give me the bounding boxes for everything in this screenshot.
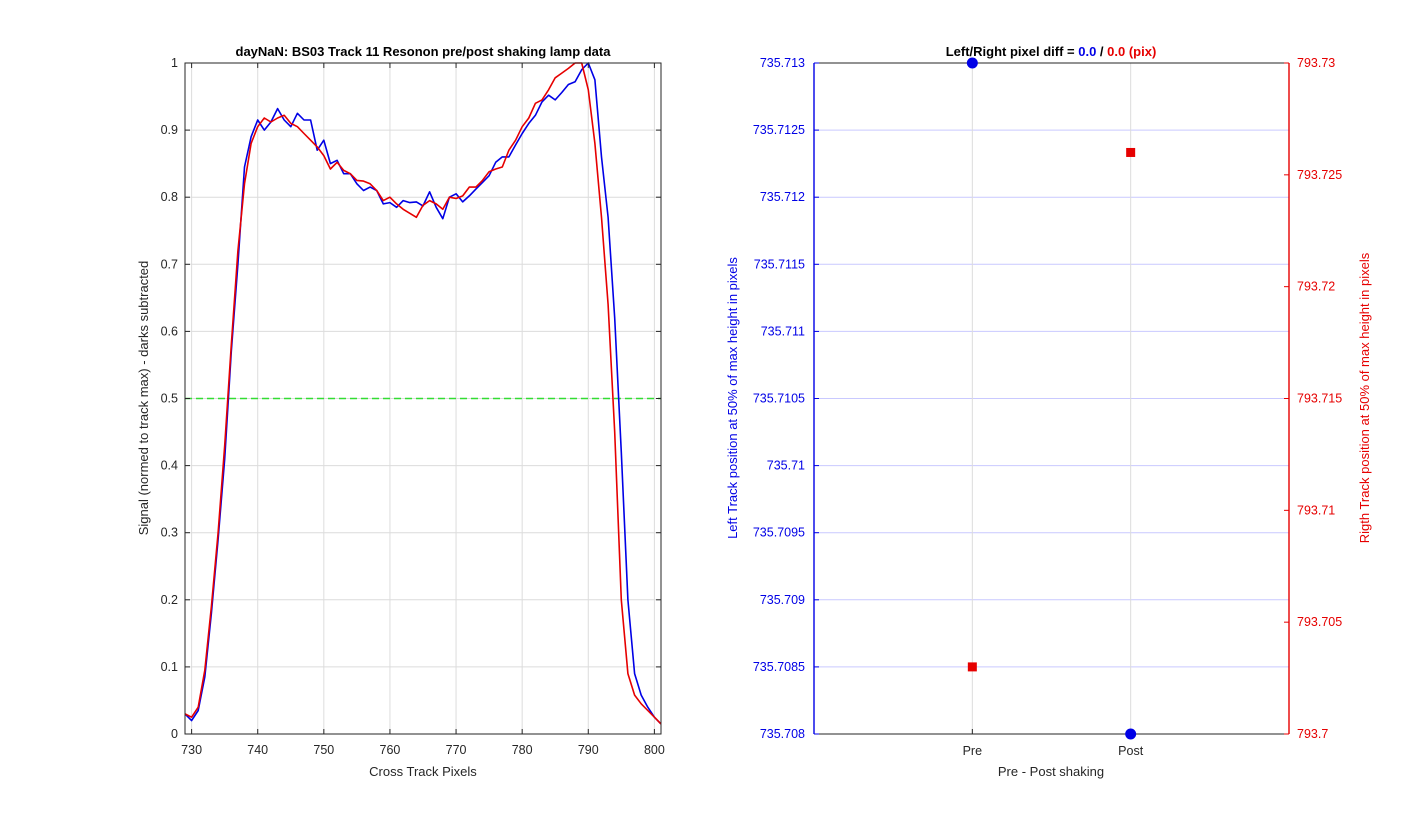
left-track-tick-label: 735.713 [760,56,805,70]
right-track-axis-label: Rigth Track position at 50% of max heigh… [1357,252,1372,543]
left-track-marker-pre [966,57,978,69]
right-track-tick-label: 793.73 [1297,56,1335,70]
title-separator: / [1096,44,1107,59]
left-y-tick-label: 0.7 [161,257,178,271]
right-chart-title: Left/Right pixel diff = 0.0 / 0.0 (pix) [946,44,1157,59]
left-y-tick-label: 0.9 [161,123,178,137]
left-y-tick-label: 0.4 [161,459,178,473]
left-y-tick-label: 0.8 [161,190,178,204]
title-prefix: Left/Right pixel diff = [946,44,1079,59]
left-track-tick-label: 735.709 [760,593,805,607]
right-track-marker-pre [967,662,977,672]
left-x-tick-label: 760 [380,743,401,757]
left-y-tick-label: 1 [171,56,178,70]
track-position-markers [966,57,1137,740]
category-tick-label: Post [1118,744,1144,758]
right-track-tick-label: 793.725 [1297,168,1342,182]
left-track-tick-label: 735.7115 [754,257,805,271]
left-track-tick-label: 735.71 [767,459,805,473]
left-y-tick-label: 0.6 [161,324,178,338]
left-track-marker-post [1125,728,1137,740]
right-track-tick-label: 793.7 [1297,727,1328,741]
left-x-tick-label: 750 [313,743,334,757]
left-track-tick-labels: 735.713 735.7125 735.712 735.7115 735.711 735… [753,56,805,741]
left-x-tick-labels: 730 740 750 760 770 780 790 800 [181,743,665,757]
left-x-tick-label: 790 [578,743,599,757]
left-y-tick-label: 0.3 [161,526,178,540]
right-track-tick-label: 793.705 [1297,615,1342,629]
right-tick-marks [814,62,1289,735]
right-chart: 735.713 735.7125 735.712 735.7115 735.711 735… [725,44,1372,779]
left-track-tick-label: 735.708 [760,727,805,741]
left-y-tick-label: 0 [171,727,178,741]
left-x-tick-label: 740 [247,743,268,757]
left-y-tick-labels: 0 0.1 0.2 0.3 0.4 0.5 0.6 0.7 0.8 0.9 1 [161,56,178,741]
left-chart: 730 740 750 760 770 780 790 800 0 0.1 0.2 0.3 0.4 0.… [136,44,665,779]
right-track-tick-label: 793.71 [1297,503,1335,517]
right-track-tick-label: 793.715 [1297,392,1342,406]
left-track-tick-label: 735.7125 [753,123,805,137]
left-track-tick-label: 735.711 [761,324,805,338]
left-x-tick-label: 800 [644,743,665,757]
left-y-tick-label: 0.2 [161,593,178,607]
right-track-marker-post [1126,147,1136,157]
left-track-tick-label: 735.7095 [753,526,805,540]
left-track-tick-label: 735.712 [760,190,805,204]
left-chart-title: dayNaN: BS03 Track 11 Resonon pre/post s… [236,44,612,59]
left-x-tick-label: 770 [446,743,467,757]
left-x-tick-label: 780 [512,743,533,757]
title-right-diff: 0.0 (pix) [1107,44,1156,59]
left-track-tick-label: 735.7105 [753,392,805,406]
right-track-tick-labels: 793.73 793.725 793.72 793.715 793.71 793.705 7… [1297,56,1342,741]
left-x-tick-label: 730 [181,743,202,757]
left-x-axis-label: Cross Track Pixels [369,764,477,779]
left-y-tick-label: 0.5 [161,392,178,406]
left-y-tick-label: 0.1 [161,660,178,674]
left-y-axis-label: Signal (normed to track max) - darks sub… [136,261,151,536]
left-track-axis-label: Left Track position at 50% of max height… [725,257,740,539]
category-tick-label: Pre [963,744,983,758]
left-track-tick-label: 735.7085 [753,660,805,674]
title-left-diff: 0.0 [1078,44,1096,59]
right-x-axis-label: Pre - Post shaking [998,764,1104,779]
right-track-tick-label: 793.72 [1297,280,1335,294]
category-tick-labels: Pre Post [963,744,1144,758]
left-tick-marks [185,62,661,735]
